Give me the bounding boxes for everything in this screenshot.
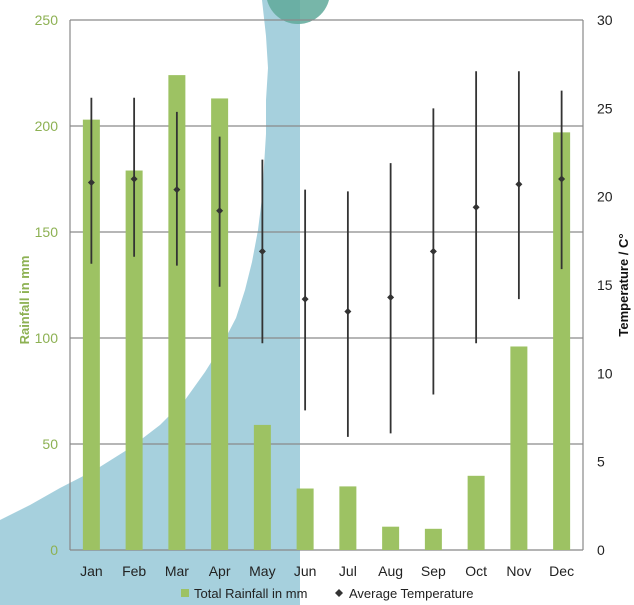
temp-point-nov	[515, 180, 523, 188]
temp-point-dec	[558, 175, 566, 183]
x-tick-feb: Feb	[122, 563, 146, 579]
temp-point-jun	[301, 295, 309, 303]
temp-point-sep	[429, 247, 437, 255]
bar-dec	[553, 132, 571, 551]
right-tick-15: 15	[597, 277, 613, 293]
bar-nov	[510, 346, 528, 550]
legend-marker-temperature	[335, 589, 343, 597]
x-tick-dec: Dec	[549, 563, 574, 579]
temp-point-may	[258, 247, 266, 255]
x-tick-jul: Jul	[339, 563, 357, 579]
bar-jan	[82, 119, 100, 550]
x-tick-may: May	[249, 563, 275, 579]
temp-point-jan	[87, 179, 95, 187]
legend: Total Rainfall in mm Average Temperature	[181, 586, 474, 601]
left-tick-250: 250	[35, 12, 59, 28]
x-tick-jan: Jan	[80, 563, 103, 579]
bar-mar	[168, 75, 186, 551]
x-tick-mar: Mar	[165, 563, 189, 579]
y-axis-label-left: Rainfall in mm	[17, 256, 32, 345]
x-tick-jun: Jun	[294, 563, 317, 579]
bar-oct	[467, 475, 485, 550]
bar-may	[253, 424, 271, 550]
x-tick-aug: Aug	[378, 563, 403, 579]
temperature-ranges	[87, 71, 566, 437]
x-tick-nov: Nov	[506, 563, 531, 579]
legend-swatch-rainfall	[181, 589, 189, 597]
y-axis-label-right: Temperature / C°	[616, 233, 631, 336]
bar-jul	[339, 486, 357, 550]
temp-point-oct	[472, 203, 480, 211]
right-tick-20: 20	[597, 189, 613, 205]
temp-point-aug	[387, 293, 395, 301]
left-tick-50: 50	[42, 436, 58, 452]
rainfall-bars	[82, 75, 571, 551]
right-tick-30: 30	[597, 12, 613, 28]
temp-point-mar	[173, 186, 181, 194]
x-tick-sep: Sep	[421, 563, 446, 579]
x-tick-oct: Oct	[465, 563, 487, 579]
bar-jun	[296, 488, 314, 550]
background-circle	[267, 0, 329, 24]
left-tick-200: 200	[35, 118, 59, 134]
bar-feb	[125, 170, 143, 550]
bar-apr	[211, 98, 229, 550]
right-tick-25: 25	[597, 100, 613, 116]
right-axis-ticks: 0 5 10 15 20 25 30	[597, 12, 613, 558]
bar-aug	[382, 526, 400, 550]
bar-sep	[424, 528, 442, 550]
x-axis-ticks: Jan Feb Mar Apr May Jun Jul Aug Sep Oct Nov Dec	[80, 563, 574, 579]
grid-lines	[70, 19, 583, 445]
right-tick-5: 5	[597, 454, 605, 470]
x-tick-apr: Apr	[209, 563, 231, 579]
left-tick-0: 0	[50, 542, 58, 558]
legend-label-rainfall: Total Rainfall in mm	[194, 586, 307, 601]
left-tick-100: 100	[35, 330, 59, 346]
temp-point-feb	[130, 175, 138, 183]
background-overlay	[0, 0, 329, 605]
left-tick-150: 150	[35, 224, 59, 240]
temp-point-jul	[344, 308, 352, 315]
legend-label-temperature: Average Temperature	[349, 586, 474, 601]
right-tick-10: 10	[597, 365, 613, 381]
right-tick-0: 0	[597, 542, 605, 558]
plot-frame	[69, 20, 584, 551]
left-axis-ticks: 0 50 100 150 200 250	[35, 12, 59, 558]
temp-point-apr	[216, 207, 224, 215]
